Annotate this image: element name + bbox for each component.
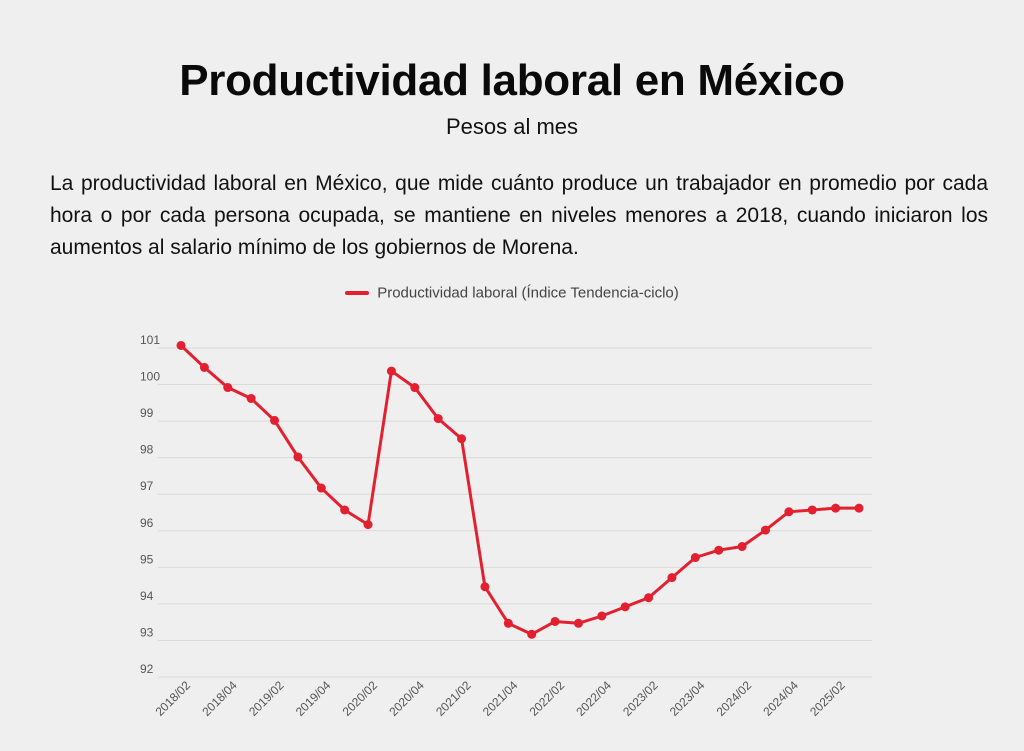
data-point xyxy=(176,340,186,350)
data-point xyxy=(690,553,700,563)
x-axis-ticks: 2018/02 2018/04 2019/02 2019/04 2020/02 2020/… xyxy=(153,678,848,719)
y-tick-label: 94 xyxy=(140,589,154,603)
y-tick-label: 101 xyxy=(140,333,160,347)
x-tick-label: 2024/04 xyxy=(760,678,801,719)
data-point xyxy=(760,525,770,535)
data-point xyxy=(784,507,794,517)
data-point xyxy=(386,366,396,376)
data-point xyxy=(807,505,817,515)
x-tick-label: 2024/02 xyxy=(714,678,755,719)
data-point xyxy=(573,618,583,628)
y-axis-ticks: 92 93 94 95 96 97 98 99 100 101 xyxy=(140,333,160,676)
data-point xyxy=(410,383,420,393)
x-tick-label: 2020/04 xyxy=(386,678,427,719)
data-point xyxy=(293,452,303,462)
x-tick-label: 2018/02 xyxy=(153,678,194,719)
x-tick-label: 2019/02 xyxy=(246,678,287,719)
legend: Productividad laboral (Índice Tendencia-… xyxy=(0,284,1024,302)
chart-description: La productividad laboral en México, que … xyxy=(50,172,988,259)
legend-label: Productividad laboral (Índice Tendencia-… xyxy=(377,284,679,302)
data-point xyxy=(433,414,443,424)
data-point xyxy=(199,362,209,372)
data-point xyxy=(831,503,841,513)
y-tick-label: 97 xyxy=(140,479,154,493)
x-tick-label: 2019/04 xyxy=(293,678,334,719)
x-tick-label: 2021/02 xyxy=(433,678,474,719)
legend-swatch xyxy=(345,291,370,296)
data-point xyxy=(340,505,350,515)
x-tick-label: 2022/02 xyxy=(527,678,568,719)
data-point xyxy=(246,393,256,403)
y-tick-label: 96 xyxy=(140,516,154,530)
data-point xyxy=(714,545,724,555)
x-tick-label: 2021/04 xyxy=(480,678,521,719)
data-point xyxy=(363,520,373,530)
x-tick-label: 2023/04 xyxy=(667,678,708,719)
data-point xyxy=(597,611,607,621)
data-point xyxy=(316,483,326,493)
data-point xyxy=(503,618,513,628)
data-point xyxy=(644,593,654,603)
y-tick-label: 93 xyxy=(140,625,154,639)
chart-subtitle: Pesos al mes xyxy=(445,114,579,139)
series-line xyxy=(179,344,859,636)
x-tick-label: 2025/02 xyxy=(807,678,848,719)
x-tick-label: 2018/04 xyxy=(199,678,240,719)
y-tick-label: 92 xyxy=(140,662,154,676)
x-tick-label: 2023/02 xyxy=(620,678,661,719)
series-layer xyxy=(176,340,864,639)
data-point xyxy=(480,582,490,592)
data-point xyxy=(527,629,537,639)
x-tick-label: 2022/04 xyxy=(573,678,614,719)
chart-title: Productividad laboral en México xyxy=(179,56,845,105)
data-point xyxy=(223,383,233,393)
data-point xyxy=(667,573,677,583)
y-tick-label: 95 xyxy=(140,552,154,566)
data-point xyxy=(270,415,280,425)
y-tick-label: 99 xyxy=(140,406,154,420)
data-point xyxy=(457,434,467,444)
data-point xyxy=(550,616,560,626)
data-point xyxy=(854,503,864,513)
x-tick-label: 2020/02 xyxy=(340,678,381,719)
y-tick-label: 98 xyxy=(140,443,154,457)
y-tick-label: 100 xyxy=(140,370,160,384)
data-point xyxy=(737,542,747,552)
data-point xyxy=(620,602,630,612)
